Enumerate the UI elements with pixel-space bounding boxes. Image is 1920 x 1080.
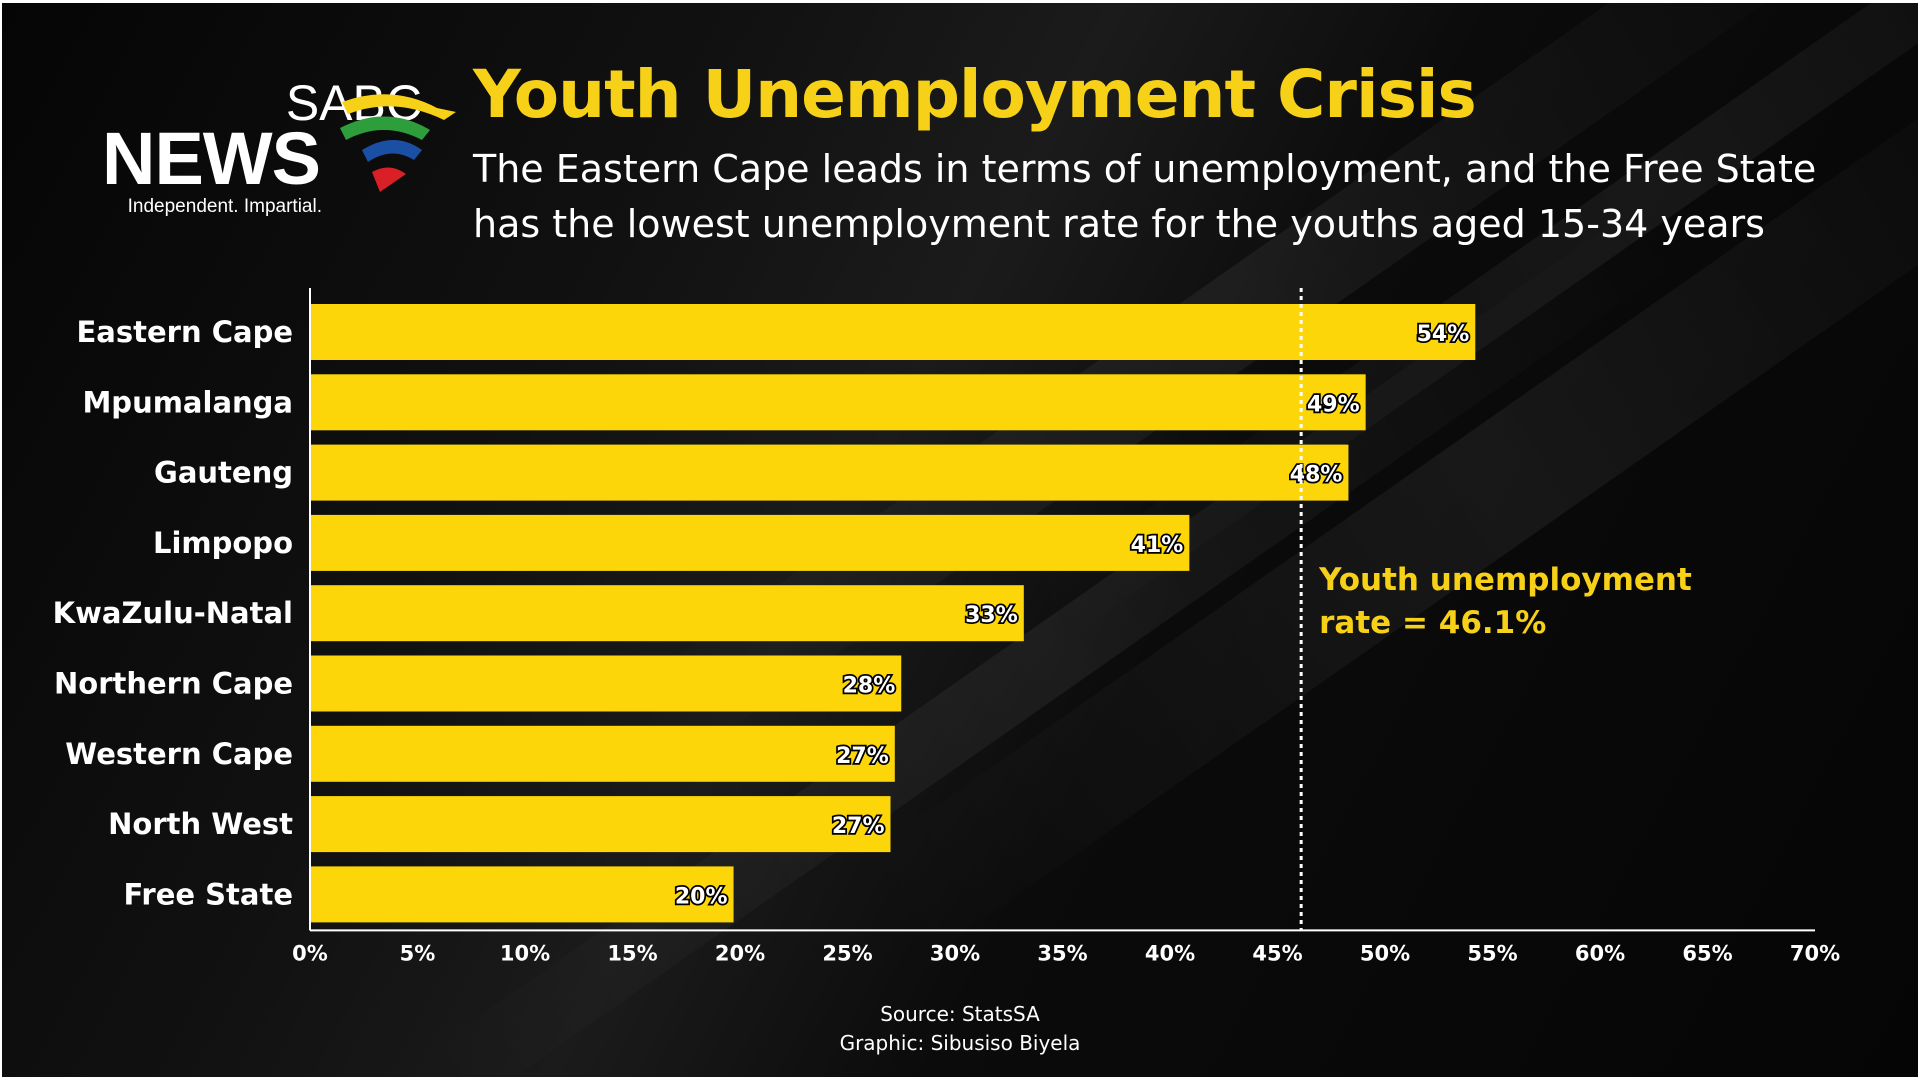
category-label: Northern Cape	[54, 667, 293, 701]
subtitle-line-1: The Eastern Cape leads in terms of unemp…	[473, 147, 1817, 191]
x-tick-label: 60%	[1575, 941, 1625, 965]
category-label: Eastern Cape	[77, 315, 294, 349]
data-label: 27%	[832, 814, 885, 839]
x-tick-label: 30%	[930, 941, 980, 965]
x-tick-label: 25%	[822, 941, 872, 965]
x-tick-label: 5%	[400, 941, 436, 965]
data-label: 41%	[1131, 533, 1184, 558]
bar	[310, 585, 1024, 642]
x-tick-label: 70%	[1790, 941, 1840, 965]
category-label: North West	[108, 807, 293, 841]
category-label: Mpumalanga	[82, 385, 293, 419]
data-label: 49%	[1307, 392, 1360, 417]
logo-news-text: NEWS	[102, 117, 321, 200]
bar	[310, 444, 1349, 501]
bar-chart: Eastern Cape 54% Mpumalanga 49% Gauteng 48% Li…	[53, 304, 1840, 965]
bar	[310, 655, 902, 712]
reference-label-line-2: rate = 46.1%	[1319, 605, 1546, 641]
chart-subtitle: The Eastern Cape leads in terms of unemp…	[473, 142, 1873, 252]
bar	[310, 796, 891, 853]
sabc-news-logo: SABC NEWS Independent. Impartial.	[100, 78, 460, 228]
data-label: 27%	[836, 744, 889, 769]
x-tick-label: 0%	[292, 941, 328, 965]
x-tick-label: 45%	[1252, 941, 1302, 965]
x-tick-label: 50%	[1360, 941, 1410, 965]
logo-tagline: Independent. Impartial.	[127, 196, 322, 217]
category-label: Western Cape	[65, 737, 293, 771]
graphic-credit: Graphic: Sibusiso Biyela	[839, 1031, 1081, 1055]
x-tick-label: 20%	[715, 941, 765, 965]
data-label: 20%	[675, 884, 728, 909]
data-label: 54%	[1417, 322, 1470, 347]
data-label: 48%	[1290, 463, 1343, 488]
data-label: 28%	[843, 674, 896, 699]
bar	[310, 866, 734, 923]
bar	[310, 514, 1190, 571]
category-label: Limpopo	[153, 526, 293, 560]
data-label: 33%	[965, 603, 1018, 628]
broadcast-arcs-icon	[340, 94, 456, 192]
x-tick-label: 55%	[1467, 941, 1517, 965]
x-tick-label: 10%	[500, 941, 550, 965]
x-tick-label: 35%	[1037, 941, 1087, 965]
chart-title: Youth Unemployment Crisis	[473, 56, 1477, 133]
source-text: Source: StatsSA	[880, 1002, 1040, 1026]
bar	[310, 725, 895, 782]
category-label: Free State	[123, 877, 293, 911]
x-tick-label: 65%	[1682, 941, 1732, 965]
bar	[310, 374, 1366, 431]
category-label: KwaZulu-Natal	[53, 596, 293, 630]
x-tick-label: 40%	[1145, 941, 1195, 965]
x-tick-label: 15%	[607, 941, 657, 965]
credits: Source: StatsSA Graphic: Sibusiso Biyela	[760, 1000, 1160, 1058]
subtitle-line-2: has the lowest unemployment rate for the…	[473, 202, 1765, 246]
reference-label-line-1: Youth unemployment	[1318, 562, 1692, 598]
bar	[310, 304, 1476, 360]
category-label: Gauteng	[154, 456, 293, 490]
